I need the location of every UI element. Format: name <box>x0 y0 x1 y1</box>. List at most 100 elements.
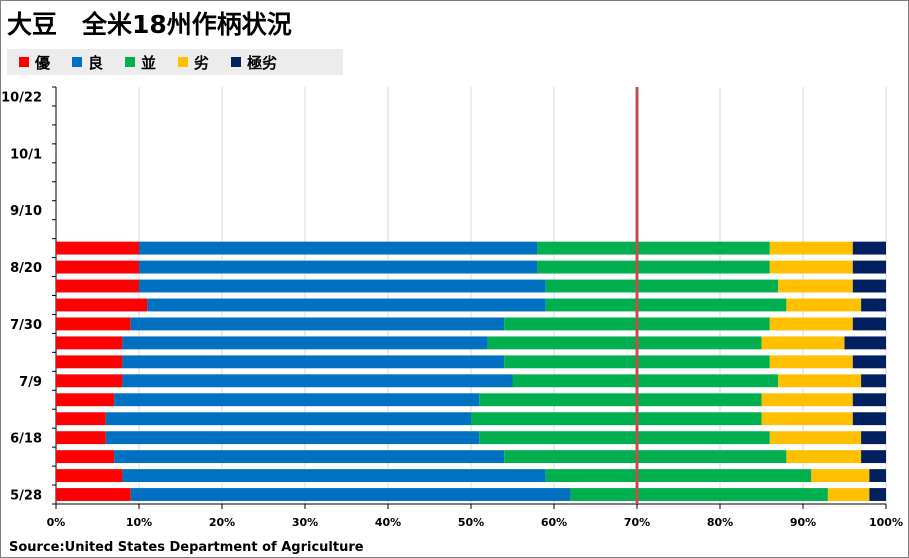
y-tick-label: 7/30 <box>10 318 42 333</box>
y-tick-label: 5/28 <box>10 489 42 504</box>
y-tick-label: 9/10 <box>10 204 42 219</box>
bar-segment <box>811 469 870 483</box>
bar-segment <box>479 431 770 445</box>
bar-segment <box>852 260 886 274</box>
bar-segment <box>761 412 853 426</box>
bar-segment <box>56 279 139 293</box>
bar-segment <box>761 336 845 350</box>
bar-segment <box>537 260 770 274</box>
bar-segment <box>545 298 787 312</box>
bar-segment <box>861 374 886 388</box>
legend-swatch-poor <box>178 57 189 67</box>
bar-segment <box>139 241 538 255</box>
bar-segment <box>139 260 538 274</box>
x-tick-label: 100% <box>869 516 903 529</box>
bar-segment <box>114 393 480 407</box>
bar-segment <box>861 450 886 464</box>
bar-segment <box>56 450 115 464</box>
bar-segment <box>545 469 812 483</box>
legend-label-very-poor: 極劣 <box>247 53 278 72</box>
x-tick-label: 90% <box>790 516 816 529</box>
bar-segment <box>852 241 886 255</box>
bar-segment <box>56 317 131 331</box>
y-tick-label: 7/9 <box>19 375 42 390</box>
legend-swatch-good <box>72 57 83 67</box>
bar-segment <box>114 450 505 464</box>
bar-segment <box>844 336 886 350</box>
legend-swatch-excellent <box>19 57 29 67</box>
chart-legend: 優 良 並 劣 極劣 <box>7 49 343 75</box>
bar-segment <box>769 241 853 255</box>
bar-segment <box>786 298 862 312</box>
bar-segment <box>504 450 787 464</box>
bar-segment <box>56 488 131 501</box>
bar-segment <box>769 317 853 331</box>
bar-segment <box>56 374 123 388</box>
legend-label-poor: 劣 <box>194 53 210 72</box>
legend-item-good: 良 <box>72 52 103 73</box>
bar-segment <box>139 279 546 293</box>
bar-segment <box>56 260 139 274</box>
x-tick-label: 50% <box>458 516 484 529</box>
bar-segment <box>537 241 770 255</box>
bar-segment <box>56 412 106 426</box>
bar-segment <box>778 374 862 388</box>
chart-title: 大豆 全米18州作柄状況 <box>7 10 292 39</box>
bar-segment <box>130 488 571 501</box>
x-tick-label: 60% <box>541 516 567 529</box>
bar-segment <box>56 298 148 312</box>
source-note: Source:United States Department of Agric… <box>9 540 364 555</box>
bar-segment <box>852 317 886 331</box>
bar-segment <box>56 355 123 369</box>
bar-segment <box>130 317 505 331</box>
bar-segment <box>122 374 513 388</box>
bar-segment <box>105 412 472 426</box>
bar-segment <box>778 279 853 293</box>
bar-segment <box>861 431 886 445</box>
bar-segment <box>852 393 886 407</box>
bar-segment <box>786 450 862 464</box>
y-tick-label: 10/1 <box>10 147 42 162</box>
legend-label-excellent: 優 <box>35 53 51 72</box>
legend-item-fair: 並 <box>125 52 156 73</box>
bar-segment <box>869 488 886 501</box>
bar-segment <box>479 393 762 407</box>
bar-segment <box>512 374 779 388</box>
legend-swatch-very-poor <box>231 57 242 67</box>
legend-label-good: 良 <box>88 53 104 72</box>
x-tick-label: 30% <box>292 516 318 529</box>
bar-segment <box>761 393 853 407</box>
bar-segment <box>471 412 762 426</box>
bar-segment <box>852 355 886 369</box>
x-tick-label: 80% <box>707 516 733 529</box>
bar-segment <box>861 298 886 312</box>
bar-segment <box>122 336 488 350</box>
legend-label-fair: 並 <box>141 53 157 72</box>
bar-segment <box>147 298 546 312</box>
legend-item-very-poor: 極劣 <box>231 52 277 73</box>
bar-segment <box>769 260 853 274</box>
bar-segment <box>122 469 546 483</box>
bar-segment <box>487 336 762 350</box>
legend-item-poor: 劣 <box>178 52 209 73</box>
bar-segment <box>852 279 886 293</box>
bar-segment <box>827 488 870 501</box>
bar-segment <box>105 431 480 445</box>
y-tick-label: 10/22 <box>1 90 42 105</box>
x-tick-label: 10% <box>126 516 152 529</box>
bar-segment <box>56 469 123 483</box>
legend-swatch-fair <box>125 57 136 67</box>
bar-segment <box>869 469 886 483</box>
y-tick-label: 6/18 <box>10 432 42 447</box>
bar-segment <box>56 336 123 350</box>
bar-segment <box>56 393 115 407</box>
y-tick-label: 8/20 <box>10 261 42 276</box>
x-tick-label: 0% <box>47 516 66 529</box>
x-tick-label: 20% <box>209 516 235 529</box>
x-tick-label: 70% <box>624 516 650 529</box>
bar-segment <box>852 412 886 426</box>
bar-segment <box>769 355 853 369</box>
bar-segment <box>769 431 862 445</box>
